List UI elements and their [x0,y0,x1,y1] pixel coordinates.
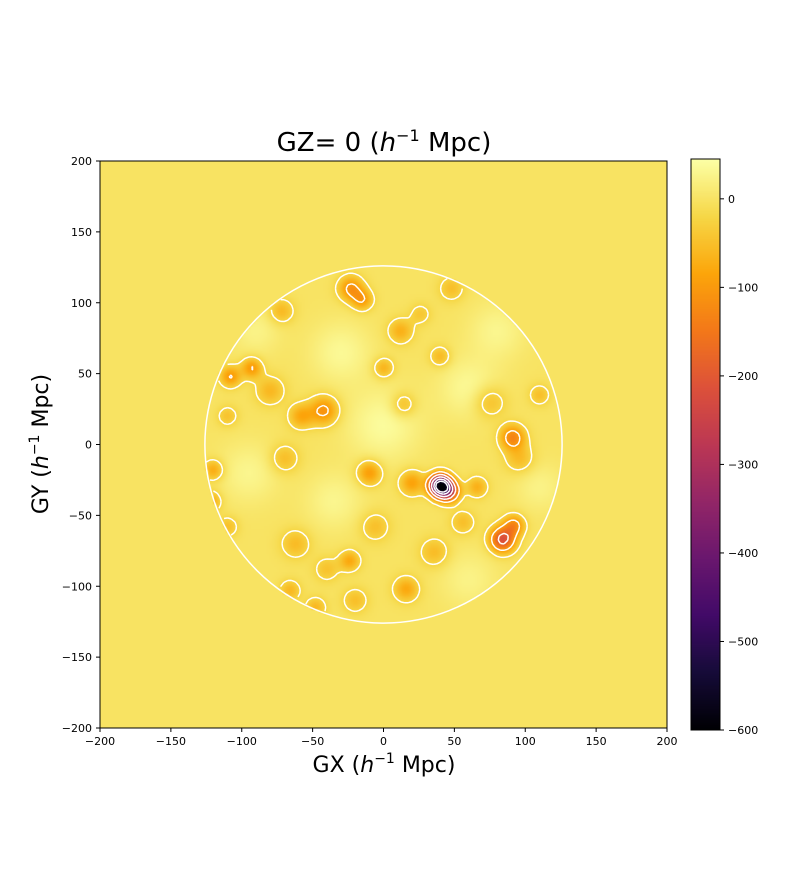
contour-lines [204,265,563,624]
colorbar-tick-label: −100 [728,281,758,294]
survey-boundary [204,265,563,624]
colorbar-ticks: −600 −500 −400 −300 −200 −100 0 [720,193,758,737]
title-var: h [380,128,396,158]
x-tick-label: 150 [586,735,607,748]
colorbar-gradient [691,159,720,730]
ylabel-suffix: Mpc) [29,374,54,435]
ylabel-prefix: GY ( [29,469,54,514]
ylabel-var: h [29,455,54,469]
y-tick-label: 200 [71,155,92,168]
contour-level-5 [435,480,449,493]
ylabel-sup: −1 [27,435,43,456]
heatmap-image [100,161,667,728]
colorbar-frame [690,158,721,731]
contour-level-2 [428,473,509,545]
xlabel-sup: −1 [374,751,395,767]
chart-title: GZ= 0 (h−1 Mpc) [277,126,492,158]
xlabel-prefix: GX ( [313,753,361,778]
colorbar-tick-label: −300 [728,458,758,471]
contour-level-0 [205,272,550,613]
y-tick-label: 50 [78,368,92,381]
y-tick-label: 150 [71,226,92,239]
title-prefix: GZ= 0 ( [277,128,380,158]
colorbar-tick-label: −600 [728,724,758,737]
contour-level-1 [228,283,521,552]
contour-level-4 [433,478,451,495]
x-tick-label: −100 [227,735,257,748]
x-tick-label: 0 [380,735,387,748]
colorbar-tick-label: −500 [728,635,758,648]
colorbar-tick-label: −400 [728,547,758,560]
xlabel-var: h [360,753,374,778]
y-tick-label: 0 [85,439,92,452]
xlabel-suffix: Mpc) [395,753,456,778]
y-tick-label: −150 [62,651,92,664]
x-tick-label: −200 [85,735,115,748]
x-tick-label: 50 [447,735,461,748]
x-axis-ticks: −200 −150 −100 −50 0 50 100 150 200 [85,728,678,748]
y-tick-label: −50 [69,509,92,522]
y-axis-ticks: −200 −150 −100 −50 0 50 100 150 200 [62,155,100,735]
x-tick-label: 200 [657,735,678,748]
x-tick-label: −150 [156,735,186,748]
y-tick-label: −200 [62,722,92,735]
title-sup: −1 [396,126,420,145]
contour-level-3 [430,476,454,498]
x-axis-title: GX (h−1 Mpc) [313,751,456,778]
y-axis-title: GY (h−1 Mpc) [27,374,54,514]
x-tick-label: −50 [301,735,324,748]
colorbar-tick-label: −200 [728,370,758,383]
x-tick-label: 100 [515,735,536,748]
title-suffix: Mpc) [420,128,492,158]
y-tick-label: 100 [71,297,92,310]
y-tick-label: −100 [62,580,92,593]
colorbar-tick-label: 0 [728,193,735,206]
